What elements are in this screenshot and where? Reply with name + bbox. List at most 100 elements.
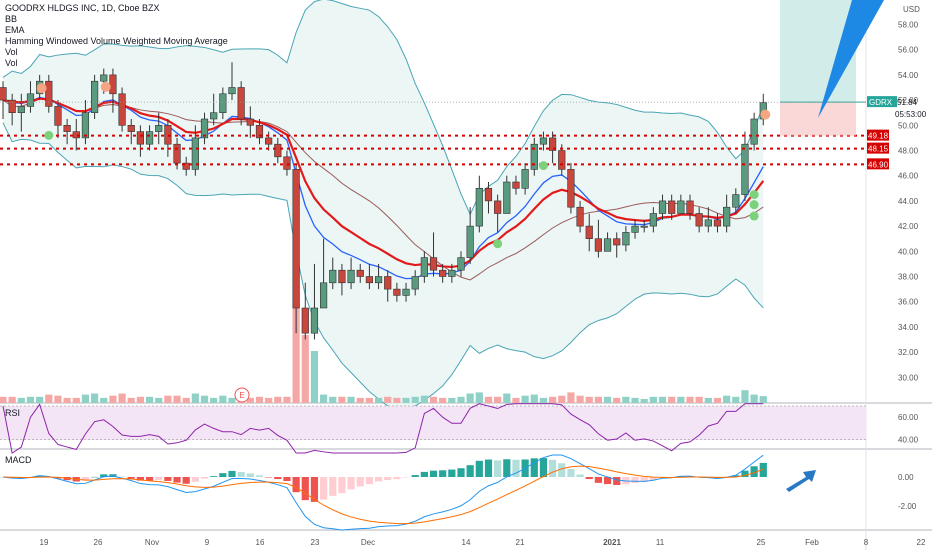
volume-bar bbox=[594, 396, 602, 403]
last-price-tag-bg bbox=[867, 96, 897, 108]
level-label-bg bbox=[867, 158, 889, 170]
candle-body bbox=[127, 125, 135, 132]
macd-tick-label: 0.00 bbox=[898, 473, 914, 482]
volume-bar bbox=[402, 397, 410, 403]
macd-histogram-bar bbox=[173, 477, 181, 483]
macd-histogram-bar bbox=[420, 471, 428, 477]
rsi-tick-label: 60.00 bbox=[898, 413, 919, 422]
volume-bar bbox=[301, 335, 309, 403]
macd-histogram-bar bbox=[292, 477, 300, 493]
macd-histogram-bar bbox=[585, 477, 593, 480]
macd-histogram-bar bbox=[200, 477, 209, 479]
y-tick-label: 54.00 bbox=[898, 71, 919, 80]
volume-bar bbox=[631, 397, 639, 403]
candle-body bbox=[63, 125, 71, 132]
candle-body bbox=[246, 118, 254, 126]
volume-bar bbox=[17, 397, 25, 403]
buy-signal-dot bbox=[538, 161, 548, 171]
macd-histogram-bar bbox=[210, 476, 218, 477]
macd-histogram-bar bbox=[155, 477, 163, 481]
x-tick-label: Dec bbox=[361, 538, 375, 547]
volume-bar bbox=[750, 394, 758, 403]
candle-body bbox=[356, 269, 364, 277]
volume-bar bbox=[704, 397, 712, 403]
countdown-label: 05:53:00 bbox=[895, 110, 927, 119]
rsi-line bbox=[2, 403, 764, 454]
candle-body bbox=[475, 188, 483, 227]
candle-body bbox=[173, 143, 181, 164]
y-tick-label: 32.00 bbox=[898, 348, 919, 357]
macd-histogram-bar bbox=[594, 477, 602, 483]
candle-body bbox=[54, 106, 62, 126]
candle-body bbox=[155, 125, 163, 132]
macd-histogram-bar bbox=[365, 477, 373, 485]
macd-histogram-bar bbox=[164, 477, 172, 481]
volume-bar bbox=[347, 396, 355, 403]
x-tick-label: 9 bbox=[205, 538, 210, 547]
sell-signal-dot bbox=[36, 83, 47, 94]
legend-bb[interactable]: BB bbox=[5, 14, 18, 24]
macd-tick-label: -2.00 bbox=[898, 502, 917, 511]
macd-histogram-bar bbox=[439, 470, 447, 477]
volume-bar bbox=[228, 397, 236, 403]
volume-bar bbox=[503, 393, 511, 403]
volume-bar bbox=[640, 399, 648, 403]
volume-bar bbox=[512, 397, 520, 403]
volume-bar bbox=[429, 396, 438, 403]
volume-bar bbox=[118, 393, 126, 403]
rsi-band bbox=[0, 406, 866, 440]
buy-signal-dot bbox=[749, 200, 759, 210]
y-tick-label: 36.00 bbox=[898, 298, 919, 307]
volume-bar bbox=[448, 397, 456, 403]
macd-histogram-bar bbox=[347, 477, 355, 490]
macd-histogram-bar bbox=[191, 477, 199, 482]
ticker-label: GDRX bbox=[869, 98, 893, 107]
volume-bar bbox=[622, 396, 630, 403]
volume-bar bbox=[210, 397, 218, 403]
volume-bar bbox=[26, 396, 35, 403]
volume-bar bbox=[164, 395, 172, 403]
volume-bar bbox=[677, 396, 685, 403]
candle-body bbox=[466, 225, 474, 258]
volume-bar bbox=[411, 396, 419, 403]
volume-bar bbox=[567, 392, 575, 403]
candle-body bbox=[640, 225, 648, 228]
candle-body bbox=[265, 137, 273, 145]
legend-ema[interactable]: EMA bbox=[5, 25, 25, 35]
buy-signal-dot bbox=[493, 239, 503, 249]
y-tick-label: 48.00 bbox=[898, 147, 919, 156]
candle-body bbox=[100, 74, 108, 82]
legend-vol-1[interactable]: Vol bbox=[5, 47, 18, 57]
macd-histogram-bar bbox=[613, 477, 621, 486]
volume-bar bbox=[155, 397, 163, 403]
volume-bar bbox=[393, 397, 401, 403]
y-tick-label: 34.00 bbox=[898, 323, 919, 332]
candle-body bbox=[219, 93, 227, 114]
macd-pane-label: MACD bbox=[5, 455, 32, 465]
candle-body bbox=[411, 276, 419, 290]
candle-body bbox=[713, 219, 722, 227]
ema-line bbox=[2, 96, 764, 280]
x-tick-label: 21 bbox=[516, 538, 525, 547]
volume-bar bbox=[668, 396, 676, 403]
macd-histogram-bar bbox=[237, 472, 245, 477]
volume-bar bbox=[356, 397, 364, 403]
macd-histogram-bar bbox=[301, 477, 309, 501]
volume-bar bbox=[539, 397, 548, 403]
volume-bar bbox=[420, 395, 428, 403]
legend-vol-2[interactable]: Vol bbox=[5, 58, 18, 68]
legend-hamming[interactable]: Hamming Windowed Volume Weighted Moving … bbox=[5, 36, 228, 46]
candle-body bbox=[631, 225, 639, 233]
volume-bar bbox=[136, 396, 144, 403]
candle-body bbox=[494, 200, 502, 214]
candle-body bbox=[567, 169, 575, 208]
macd-histogram-bar bbox=[100, 474, 108, 477]
candle-body bbox=[310, 307, 319, 334]
macd-histogram-bar bbox=[91, 476, 99, 478]
x-tick-label: 23 bbox=[311, 538, 320, 547]
volume-bar bbox=[365, 397, 373, 403]
macd-histogram-bar bbox=[246, 473, 254, 477]
earnings-marker-label: E bbox=[239, 391, 244, 400]
candle-body bbox=[439, 269, 447, 277]
volume-bar bbox=[246, 397, 254, 403]
